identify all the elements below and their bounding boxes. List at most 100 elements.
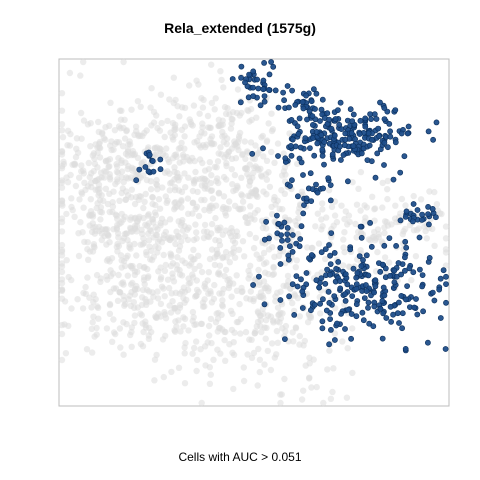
background-cell-point xyxy=(258,328,265,336)
highlighted-cell-point xyxy=(150,168,157,175)
background-cell-point xyxy=(392,202,399,209)
background-cell-point xyxy=(166,187,173,194)
highlighted-cell-point xyxy=(392,107,399,113)
background-cell-point xyxy=(203,177,210,184)
background-cell-point xyxy=(198,399,205,407)
background-cell-point xyxy=(165,284,173,292)
background-cell-point xyxy=(58,321,66,329)
background-cell-point xyxy=(88,325,96,333)
background-cell-point xyxy=(215,179,222,187)
background-cell-point xyxy=(199,124,206,131)
background-cell-point xyxy=(164,197,171,204)
background-cell-point xyxy=(442,249,450,256)
background-cell-point xyxy=(362,214,369,221)
background-cell-point xyxy=(272,298,279,305)
highlighted-cell-point xyxy=(229,76,236,82)
background-cell-point xyxy=(176,113,183,120)
background-cell-point xyxy=(110,316,117,323)
background-cell-point xyxy=(85,256,92,263)
background-cell-point xyxy=(315,240,323,247)
highlighted-cell-point xyxy=(289,248,296,255)
highlighted-cell-point xyxy=(437,315,444,321)
highlighted-cell-point xyxy=(392,139,399,146)
background-cell-point xyxy=(208,246,216,253)
background-cell-point xyxy=(76,196,83,203)
background-cell-point xyxy=(238,288,245,296)
background-cell-point xyxy=(300,342,307,349)
background-cell-point xyxy=(140,158,147,165)
background-cell-point xyxy=(256,281,263,288)
highlighted-cell-point xyxy=(425,128,432,135)
highlighted-cell-point xyxy=(387,128,393,135)
highlighted-cell-point xyxy=(242,79,248,86)
background-cell-point xyxy=(191,265,198,273)
background-cell-point xyxy=(168,368,175,376)
background-cell-point xyxy=(185,327,192,334)
background-cell-point xyxy=(213,310,220,317)
background-cell-point xyxy=(157,91,165,98)
highlighted-cell-point xyxy=(319,318,326,325)
highlighted-cell-point xyxy=(365,272,372,279)
highlighted-cell-point xyxy=(322,246,329,252)
background-cell-point xyxy=(153,180,160,188)
background-cell-point xyxy=(206,207,213,214)
highlighted-cell-point xyxy=(364,157,371,163)
background-cell-point xyxy=(222,266,230,274)
background-cell-point xyxy=(159,336,167,343)
background-cell-point xyxy=(230,385,237,393)
background-cell-point xyxy=(169,260,177,267)
background-cell-point xyxy=(121,302,128,309)
background-cell-point xyxy=(116,325,124,332)
highlighted-cell-point xyxy=(361,295,368,301)
background-cell-point xyxy=(58,151,66,158)
background-cell-point xyxy=(74,149,82,156)
background-cell-point xyxy=(108,146,115,154)
background-cell-point xyxy=(96,185,103,193)
background-cell-point xyxy=(91,155,98,162)
background-cell-point xyxy=(326,347,333,354)
background-cell-point xyxy=(127,281,135,288)
background-cell-point xyxy=(58,356,66,364)
background-cell-point xyxy=(69,206,76,214)
highlighted-cell-point xyxy=(261,236,268,243)
background-cell-point xyxy=(129,228,136,235)
background-cell-point xyxy=(168,290,175,297)
background-cell-point xyxy=(357,247,364,254)
background-cell-point xyxy=(260,310,267,317)
highlighted-cell-point xyxy=(405,123,412,130)
background-cell-point xyxy=(199,303,207,310)
background-cell-point xyxy=(283,283,290,290)
background-cell-point xyxy=(124,272,131,279)
background-cell-point xyxy=(205,322,213,330)
background-cell-point xyxy=(322,255,329,263)
highlighted-cell-point xyxy=(372,174,379,181)
highlighted-cell-point xyxy=(296,115,303,122)
background-cell-point xyxy=(212,214,219,222)
background-cell-point xyxy=(223,254,230,261)
background-cell-point xyxy=(80,289,87,297)
highlighted-cell-point xyxy=(318,275,325,281)
background-cell-point xyxy=(296,332,303,340)
highlighted-cell-point xyxy=(327,197,334,204)
background-cell-point xyxy=(90,313,97,320)
background-cell-point xyxy=(219,303,226,310)
highlighted-cell-point xyxy=(297,236,304,242)
background-cell-point xyxy=(275,252,283,259)
background-cell-point xyxy=(123,174,130,181)
background-cell-point xyxy=(58,268,66,276)
highlighted-cell-point xyxy=(284,83,291,89)
background-cell-point xyxy=(127,331,134,339)
background-cell-point xyxy=(137,174,144,181)
background-cell-point xyxy=(109,270,117,277)
highlighted-cell-point xyxy=(371,111,378,118)
background-cell-point xyxy=(160,251,167,259)
background-cell-point xyxy=(178,197,185,204)
background-cell-point xyxy=(215,116,222,124)
highlighted-cell-point xyxy=(353,301,360,308)
background-cell-point xyxy=(379,179,386,187)
background-cell-point xyxy=(267,366,275,374)
highlighted-cell-point xyxy=(416,234,423,241)
background-cell-point xyxy=(202,285,209,292)
background-cell-point xyxy=(262,171,270,178)
highlighted-cell-point xyxy=(386,121,393,127)
